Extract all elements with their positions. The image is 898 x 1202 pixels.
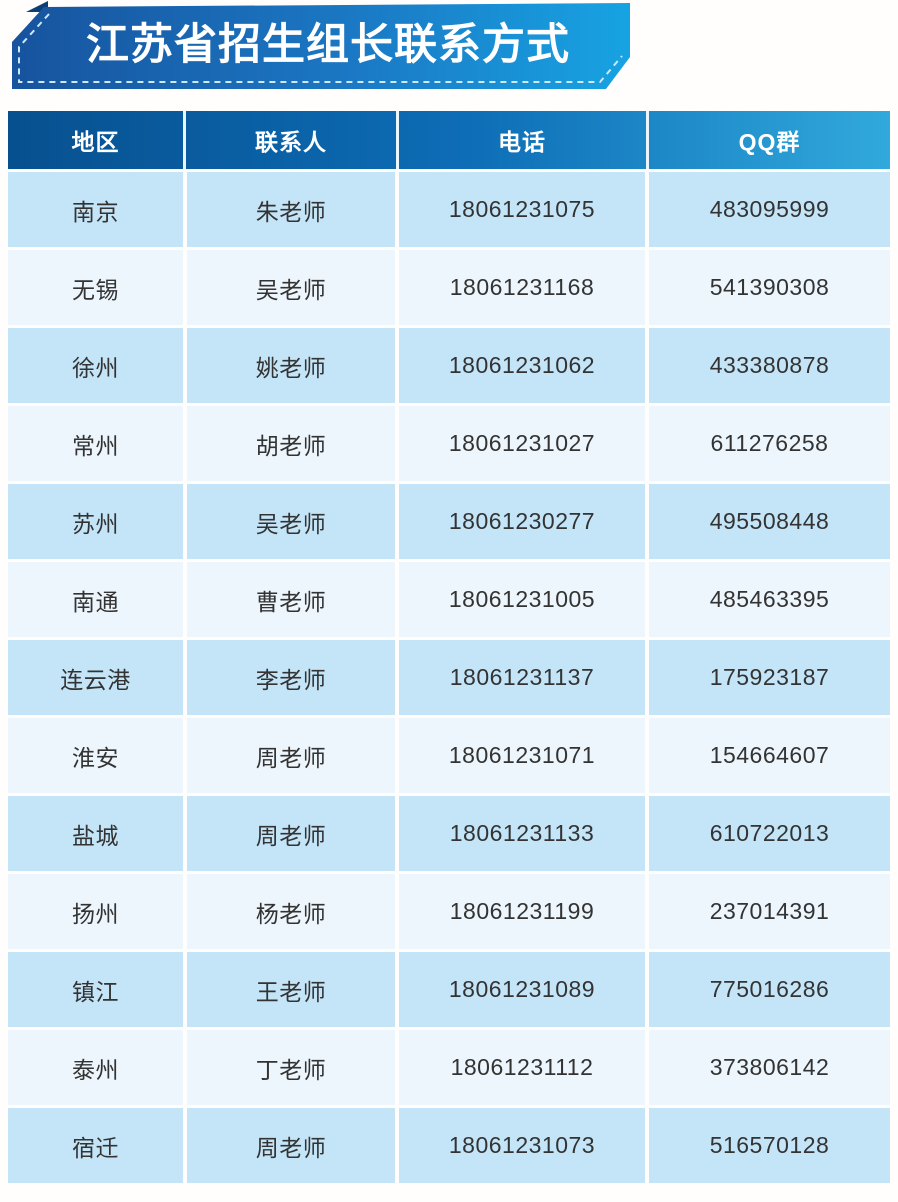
cell-qq: 433380878 <box>649 328 890 403</box>
cell-qq: 483095999 <box>649 172 890 247</box>
header-separator <box>183 111 186 169</box>
cell-region: 无锡 <box>8 250 183 325</box>
table-row: 连云港 李老师 18061231137 175923187 <box>8 640 890 715</box>
banner-ribbon-shape <box>12 3 630 89</box>
cell-contact: 丁老师 <box>187 1030 395 1105</box>
cell-qq: 237014391 <box>649 874 890 949</box>
table-row: 南京 朱老师 18061231075 483095999 <box>8 172 890 247</box>
table-row: 盐城 周老师 18061231133 610722013 <box>8 796 890 871</box>
cell-qq: 775016286 <box>649 952 890 1027</box>
table-row: 镇江 王老师 18061231089 775016286 <box>8 952 890 1027</box>
contact-table: 地区 联系人 电话 QQ群 南京 朱老师 18061231075 4830959… <box>8 111 890 1183</box>
cell-contact: 李老师 <box>187 640 395 715</box>
table-row: 无锡 吴老师 18061231168 541390308 <box>8 250 890 325</box>
cell-region: 常州 <box>8 406 183 481</box>
banner-dashed-border <box>18 13 623 83</box>
cell-phone: 18061231062 <box>399 328 645 403</box>
cell-qq: 516570128 <box>649 1108 890 1183</box>
cell-contact: 吴老师 <box>187 250 395 325</box>
cell-contact: 周老师 <box>187 796 395 871</box>
cell-region: 苏州 <box>8 484 183 559</box>
cell-contact: 周老师 <box>187 1108 395 1183</box>
cell-contact: 胡老师 <box>187 406 395 481</box>
table-row: 苏州 吴老师 18061230277 495508448 <box>8 484 890 559</box>
table-row: 淮安 周老师 18061231071 154664607 <box>8 718 890 793</box>
table-row: 南通 曹老师 18061231005 485463395 <box>8 562 890 637</box>
cell-region: 淮安 <box>8 718 183 793</box>
cell-phone: 18061231168 <box>399 250 645 325</box>
column-header-phone: 电话 <box>498 129 546 155</box>
cell-qq: 610722013 <box>649 796 890 871</box>
cell-contact: 王老师 <box>187 952 395 1027</box>
cell-phone: 18061231112 <box>399 1030 645 1105</box>
cell-phone: 18061231005 <box>399 562 645 637</box>
cell-region: 泰州 <box>8 1030 183 1105</box>
cell-qq: 154664607 <box>649 718 890 793</box>
cell-phone: 18061231089 <box>399 952 645 1027</box>
cell-qq: 541390308 <box>649 250 890 325</box>
cell-region: 南通 <box>8 562 183 637</box>
cell-phone: 18061231199 <box>399 874 645 949</box>
cell-phone: 18061231071 <box>399 718 645 793</box>
cell-contact: 吴老师 <box>187 484 395 559</box>
cell-region: 宿迁 <box>8 1108 183 1183</box>
cell-phone: 18061231075 <box>399 172 645 247</box>
title-banner: 江苏省招生组长联系方式 <box>0 0 640 94</box>
table-row: 宿迁 周老师 18061231073 516570128 <box>8 1108 890 1183</box>
cell-qq: 485463395 <box>649 562 890 637</box>
table-body: 南京 朱老师 18061231075 483095999 无锡 吴老师 1806… <box>8 172 890 1183</box>
cell-region: 扬州 <box>8 874 183 949</box>
cell-region: 镇江 <box>8 952 183 1027</box>
table-row: 常州 胡老师 18061231027 611276258 <box>8 406 890 481</box>
cell-phone: 18061231137 <box>399 640 645 715</box>
cell-contact: 姚老师 <box>187 328 395 403</box>
cell-region: 南京 <box>8 172 183 247</box>
column-header-contact: 联系人 <box>255 129 327 155</box>
cell-region: 徐州 <box>8 328 183 403</box>
banner-ribbon-graphic <box>12 1 630 89</box>
table-row: 泰州 丁老师 18061231112 373806142 <box>8 1030 890 1105</box>
cell-region: 连云港 <box>8 640 183 715</box>
cell-phone: 18061231133 <box>399 796 645 871</box>
cell-qq: 373806142 <box>649 1030 890 1105</box>
header-separator <box>395 111 399 169</box>
cell-qq: 495508448 <box>649 484 890 559</box>
cell-qq: 611276258 <box>649 406 890 481</box>
cell-region: 盐城 <box>8 796 183 871</box>
column-header-qq: QQ群 <box>738 129 801 155</box>
cell-contact: 杨老师 <box>187 874 395 949</box>
table-row: 扬州 杨老师 18061231199 237014391 <box>8 874 890 949</box>
cell-contact: 曹老师 <box>187 562 395 637</box>
table-row: 徐州 姚老师 18061231062 433380878 <box>8 328 890 403</box>
cell-phone: 18061231027 <box>399 406 645 481</box>
cell-qq: 175923187 <box>649 640 890 715</box>
column-header-region: 地区 <box>71 129 120 155</box>
cell-contact: 朱老师 <box>187 172 395 247</box>
header-separator <box>645 111 649 169</box>
cell-phone: 18061230277 <box>399 484 645 559</box>
cell-contact: 周老师 <box>187 718 395 793</box>
cell-phone: 18061231073 <box>399 1108 645 1183</box>
table-header: 地区 联系人 电话 QQ群 <box>8 111 890 169</box>
page-title: 江苏省招生组长联系方式 <box>86 21 570 69</box>
